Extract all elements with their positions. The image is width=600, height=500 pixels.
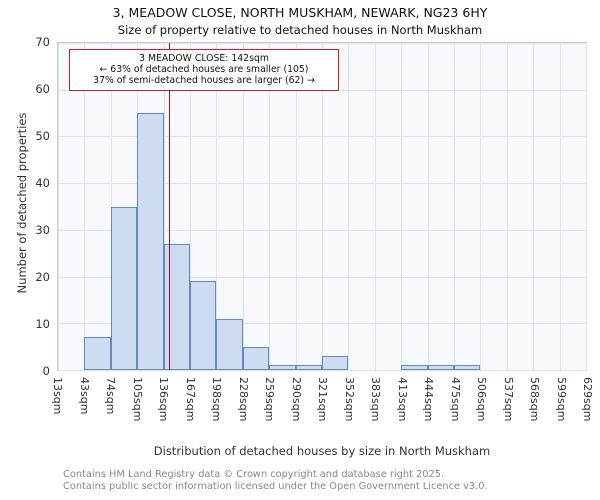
y-tick-label: 20 [35, 270, 50, 284]
gridline-v [163, 43, 165, 370]
annotation-line-1: 3 MEADOW CLOSE: 142sqm [139, 53, 269, 64]
histogram-bar [242, 346, 270, 370]
x-tick-label: 475sqm [448, 377, 462, 422]
histogram-bar [137, 113, 164, 370]
attribution-footer: Contains HM Land Registry data © Crown c… [63, 469, 600, 492]
y-tick-labels: 0 10 20 30 40 50 60 70 [0, 35, 50, 378]
x-tick-label: 105sqm [130, 377, 144, 422]
histogram-bar [110, 206, 138, 370]
y-tick-label: 10 [35, 317, 50, 331]
x-tick-label: 259sqm [263, 377, 276, 422]
x-tick-label: 383sqm [369, 377, 382, 422]
y-tick-label: 0 [42, 364, 50, 378]
gridline-v [586, 43, 587, 370]
gridline-v [295, 43, 297, 370]
gridline-v [427, 43, 429, 370]
x-tick-label: 13sqm [51, 377, 64, 415]
annotation-line-2: ← 63% of detached houses are smaller (10… [99, 64, 309, 75]
gridline-v [58, 43, 59, 370]
gridline-v [374, 43, 376, 370]
x-tick-label: 290sqm [289, 377, 303, 422]
plot-area: 3 MEADOW CLOSE: 142sqm ← 63% of detached… [57, 42, 587, 371]
x-tick-label: 43sqm [77, 377, 91, 415]
subject-property-marker-line [168, 43, 171, 370]
gridline-v [348, 43, 350, 370]
y-tick-label: 70 [35, 35, 50, 49]
x-tick-label: 167sqm [183, 377, 197, 422]
histogram-bar [190, 281, 217, 370]
x-tick-label: 568sqm [528, 377, 541, 422]
x-tick-label: 629sqm [581, 377, 594, 422]
y-tick-label: 40 [35, 176, 50, 190]
histogram-bar [322, 356, 349, 370]
gridline-v [506, 43, 508, 370]
x-tick-label: 136sqm [157, 377, 170, 422]
x-tick-label: 413sqm [395, 377, 409, 422]
x-axis-label: Distribution of detached houses by size … [153, 444, 491, 458]
gridline-h [58, 370, 586, 371]
footer-line-1: Contains HM Land Registry data © Crown c… [63, 469, 445, 480]
gridline-v [190, 43, 191, 370]
x-tick-label: 74sqm [104, 377, 117, 415]
chart-title: 3, MEADOW CLOSE, NORTH MUSKHAM, NEWARK, … [112, 5, 488, 20]
histogram-bar [84, 337, 111, 370]
gridline-v [401, 43, 403, 370]
histogram-bar [401, 365, 428, 370]
gridline-v [242, 43, 244, 370]
footer-line-2: Contains public sector information licen… [63, 480, 488, 492]
x-tick-label: 444sqm [422, 377, 435, 422]
gridline-v [480, 43, 482, 370]
x-tick-label: 198sqm [210, 377, 223, 422]
x-tick-label: 228sqm [236, 377, 250, 422]
gridline-v [533, 43, 535, 370]
histogram-bar [163, 243, 190, 370]
y-tick-label: 50 [35, 129, 50, 143]
histogram-bar [454, 365, 481, 370]
x-tick-label: 321sqm [316, 377, 329, 422]
x-tick-label: 506sqm [475, 377, 488, 422]
x-tick-labels: 13sqm 43sqm 74sqm 105sqm 136sqm 167sqm 198sqm 2… [51, 374, 594, 430]
histogram-bar [427, 365, 454, 370]
x-tick-label: 537sqm [501, 377, 515, 422]
gridline-v [322, 43, 323, 370]
x-tick-label: 599sqm [554, 377, 568, 422]
chart-subtitle: Size of property relative to detached ho… [117, 23, 483, 37]
gridline-v [84, 43, 86, 370]
y-tick-label: 30 [35, 223, 50, 237]
histogram-bar [269, 365, 296, 370]
gridline-v [216, 43, 218, 370]
gridline-v [269, 43, 271, 370]
histogram-bar [295, 365, 322, 370]
y-tick-label: 60 [35, 82, 50, 96]
x-tick-label: 352sqm [342, 377, 356, 422]
annotation-box: 3 MEADOW CLOSE: 142sqm ← 63% of detached… [69, 49, 339, 91]
gridline-v [454, 43, 455, 370]
gridline-v [559, 43, 561, 370]
histogram-bar [216, 318, 243, 370]
annotation-line-3: 37% of semi-detached houses are larger (… [93, 75, 315, 86]
